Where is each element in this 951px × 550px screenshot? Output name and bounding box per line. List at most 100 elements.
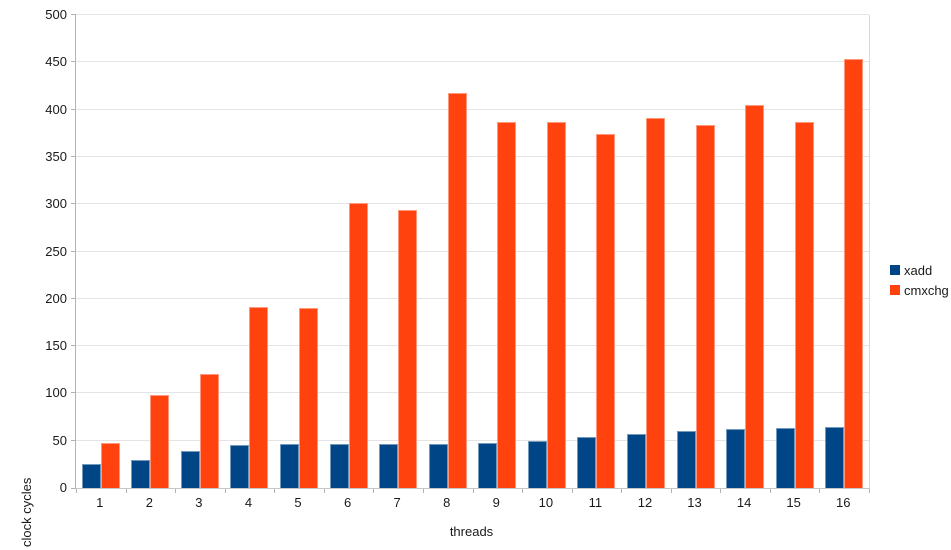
y-tick-label: 150: [45, 338, 67, 354]
legend-item-cmxchg: cmxchg: [890, 280, 949, 300]
x-tick-mark: [76, 489, 77, 493]
y-tick-mark: [71, 203, 76, 205]
y-tick-mark: [71, 250, 76, 252]
legend-swatch-cmxchg: [890, 285, 900, 295]
x-axis-title: threads: [449, 524, 494, 539]
bar-cmxchg-thread-10: [547, 122, 566, 488]
y-tick-label: 250: [45, 243, 67, 259]
bar-xadd-thread-11: [577, 437, 596, 488]
bar-xadd-thread-5: [280, 444, 299, 488]
x-tick-mark: [175, 489, 176, 493]
x-tick-mark: [671, 489, 672, 493]
bar-cmxchg-thread-9: [497, 122, 516, 488]
bar-xadd-thread-9: [478, 443, 497, 488]
x-tick-label-1: 1: [96, 495, 104, 510]
y-tick-label: 400: [45, 101, 67, 117]
bar-cmxchg-thread-1: [101, 443, 120, 488]
x-tick-mark: [473, 489, 474, 493]
gridline-y-300: [76, 203, 869, 205]
x-tick-mark: [225, 489, 226, 493]
bar-cmxchg-thread-12: [646, 118, 665, 488]
bar-cmxchg-thread-6: [349, 203, 368, 488]
gridline-y-50: [76, 439, 869, 441]
x-tick-label-4: 4: [244, 495, 253, 510]
x-tick-label-10: 10: [538, 495, 554, 510]
legend: xadd cmxchg: [890, 260, 949, 300]
y-tick-mark: [71, 439, 76, 441]
x-tick-label-16: 16: [835, 495, 851, 510]
legend-swatch-xadd: [890, 265, 900, 275]
x-tick-label-9: 9: [492, 495, 500, 510]
bar-cmxchg-thread-15: [795, 122, 814, 488]
x-tick-label-2: 2: [145, 495, 153, 510]
bar-xadd-thread-13: [677, 431, 696, 488]
x-tick-label-12: 12: [637, 495, 653, 510]
bar-xadd-thread-8: [429, 444, 448, 488]
plot-area: [71, 14, 870, 493]
y-tick-label: 0: [59, 480, 67, 495]
bar-xadd-thread-12: [627, 434, 646, 488]
bar-cmxchg-thread-16: [844, 59, 863, 488]
y-tick-label: 50: [52, 432, 67, 448]
bar-cmxchg-thread-3: [200, 374, 219, 488]
x-tick-label-7: 7: [393, 495, 401, 510]
y-tick-mark: [71, 155, 76, 157]
bar-xadd-thread-15: [776, 428, 795, 488]
y-tick-mark: [71, 14, 76, 15]
gridline-y-200: [76, 297, 869, 299]
x-tick-label-15: 15: [786, 495, 801, 510]
x-tick-mark: [126, 489, 127, 493]
bar-xadd-thread-7: [379, 444, 398, 488]
legend-item-xadd: xadd: [890, 260, 949, 280]
gridline-y-250: [76, 250, 869, 252]
x-tick-label-3: 3: [195, 495, 203, 510]
bar-cmxchg-thread-13: [696, 125, 715, 488]
y-tick-label: 350: [45, 148, 67, 164]
y-tick-label: 300: [45, 196, 67, 212]
y-tick-label: 450: [45, 54, 67, 70]
gridline-y-350: [76, 155, 869, 157]
gridline-y-450: [76, 61, 869, 63]
bar-cmxchg-thread-11: [596, 134, 615, 488]
gridline-y-400: [76, 108, 869, 110]
x-tick-mark: [770, 489, 771, 493]
legend-label-cmxchg: cmxchg: [904, 282, 949, 298]
y-tick-mark: [71, 61, 76, 63]
y-tick-label: 100: [45, 385, 67, 401]
x-tick-label-8: 8: [443, 495, 451, 510]
x-tick-mark: [621, 489, 622, 493]
x-tick-label-14: 14: [736, 495, 752, 510]
bar-cmxchg-thread-7: [398, 210, 417, 488]
y-tick-label: 200: [45, 290, 67, 306]
x-tick-mark: [373, 489, 374, 493]
bar-xadd-thread-2: [131, 460, 150, 488]
bar-cmxchg-thread-5: [299, 308, 318, 488]
x-tick-label-13: 13: [687, 495, 702, 510]
bar-cmxchg-thread-14: [745, 105, 764, 488]
y-tick-label: 500: [45, 7, 67, 22]
x-tick-mark: [819, 489, 820, 493]
y-tick-mark: [71, 297, 76, 299]
bar-xadd-thread-14: [726, 429, 745, 488]
bar-xadd-thread-16: [825, 427, 844, 488]
y-tick-mark: [71, 345, 76, 347]
y-tick-mark: [71, 108, 76, 110]
y-tick-mark: [71, 488, 76, 489]
x-tick-label-5: 5: [294, 495, 302, 510]
bar-xadd-thread-6: [330, 444, 349, 488]
x-tick-mark: [274, 489, 275, 493]
gridline-y-150: [76, 345, 869, 347]
x-tick-mark: [572, 489, 573, 493]
x-tick-label-11: 11: [588, 495, 603, 510]
x-tick-mark: [869, 489, 870, 493]
bar-cmxchg-thread-2: [150, 395, 169, 488]
x-tick-mark: [324, 489, 325, 493]
gridline-y-100: [76, 392, 869, 394]
gridline-y-500: [76, 14, 869, 15]
x-tick-mark: [720, 489, 721, 493]
bar-xadd-thread-4: [230, 445, 249, 488]
x-tick-label-6: 6: [343, 495, 352, 510]
x-tick-mark: [423, 489, 424, 493]
bar-xadd-thread-1: [82, 464, 101, 488]
